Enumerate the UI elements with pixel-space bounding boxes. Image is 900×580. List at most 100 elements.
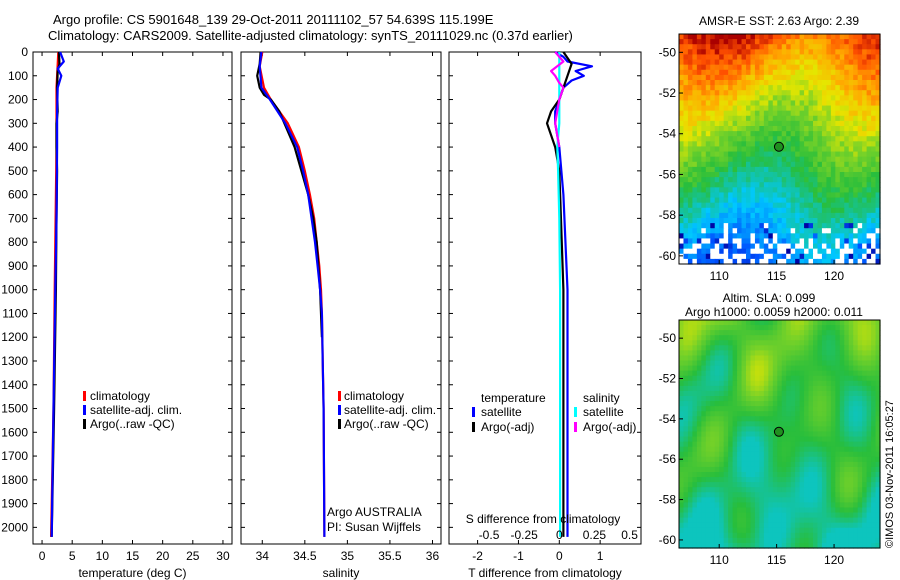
map-cell bbox=[683, 537, 689, 544]
map-cell bbox=[687, 401, 693, 407]
map-cell bbox=[746, 396, 752, 402]
map-cell bbox=[746, 85, 752, 91]
map-cell bbox=[862, 487, 868, 493]
map-cell bbox=[853, 80, 859, 86]
map-cell bbox=[741, 370, 747, 377]
map-cell bbox=[728, 456, 734, 463]
map-cell bbox=[763, 248, 769, 255]
map-cell bbox=[866, 340, 872, 346]
map-cell bbox=[750, 320, 756, 326]
map-cell bbox=[804, 325, 810, 331]
map-cell bbox=[692, 461, 698, 468]
map-cell bbox=[696, 320, 702, 326]
map-cell bbox=[844, 115, 850, 122]
map-cell bbox=[844, 335, 850, 341]
map-cell bbox=[714, 90, 720, 96]
map-cell bbox=[821, 187, 827, 194]
map-cell bbox=[826, 532, 832, 539]
map-cell bbox=[679, 355, 685, 362]
map-cell bbox=[826, 542, 832, 549]
map-cell bbox=[866, 477, 872, 483]
map-cell bbox=[746, 426, 752, 433]
map-cell bbox=[679, 385, 685, 392]
map-cell bbox=[826, 136, 832, 142]
map-cell bbox=[866, 34, 872, 40]
map-cell bbox=[741, 477, 747, 483]
map-cell bbox=[808, 492, 814, 498]
map-cell bbox=[808, 350, 814, 357]
map-cell bbox=[835, 340, 841, 346]
map-cell bbox=[768, 436, 774, 443]
map-cell bbox=[821, 522, 827, 529]
map-cell bbox=[772, 416, 778, 422]
map-cell bbox=[732, 39, 738, 45]
map-cell bbox=[696, 426, 702, 433]
map-cell bbox=[866, 466, 872, 473]
map-cell bbox=[871, 466, 877, 473]
map-cell bbox=[781, 401, 787, 407]
map-cell bbox=[871, 100, 877, 107]
map-cell bbox=[786, 451, 792, 458]
x-tick-label: -1 bbox=[513, 549, 524, 563]
map-cell bbox=[701, 335, 707, 341]
map-cell bbox=[808, 146, 814, 153]
map-cell bbox=[866, 223, 872, 229]
map-cell bbox=[714, 238, 720, 245]
map-cell bbox=[750, 69, 756, 76]
map-cell bbox=[759, 202, 765, 209]
map-cell bbox=[844, 512, 850, 519]
map-cell bbox=[732, 512, 738, 519]
map-cell bbox=[683, 456, 689, 463]
map-cell bbox=[817, 507, 823, 514]
map-cell bbox=[763, 85, 769, 91]
map-cell bbox=[750, 421, 756, 427]
map-cell bbox=[857, 340, 863, 346]
map-cell bbox=[799, 497, 805, 503]
map-cell bbox=[844, 431, 850, 438]
map-cell bbox=[786, 248, 792, 255]
map-cell bbox=[875, 141, 881, 148]
map-cell bbox=[817, 537, 823, 544]
map-cell bbox=[862, 502, 868, 509]
map-cell bbox=[737, 482, 743, 488]
map-cell bbox=[830, 517, 836, 524]
map-cell bbox=[687, 126, 693, 132]
map-cell bbox=[777, 258, 783, 265]
map-cell bbox=[830, 85, 836, 91]
map-cell bbox=[705, 380, 711, 387]
map-cell bbox=[777, 238, 783, 245]
map-cell bbox=[866, 172, 872, 178]
map-cell bbox=[741, 320, 747, 326]
map-cell bbox=[781, 136, 787, 142]
legend-label: satellite bbox=[481, 405, 522, 419]
map-cell bbox=[763, 507, 769, 514]
map-cell bbox=[790, 64, 796, 71]
map-cell bbox=[862, 80, 868, 86]
map-cell bbox=[862, 401, 868, 407]
map-cell bbox=[768, 365, 774, 372]
map-cell bbox=[844, 248, 850, 255]
map-cell bbox=[763, 340, 769, 346]
map-cell bbox=[763, 487, 769, 493]
map-cell bbox=[754, 360, 760, 367]
map-cell bbox=[826, 146, 832, 153]
map-cell bbox=[826, 396, 832, 402]
map-cell bbox=[750, 187, 756, 194]
map-cell bbox=[719, 325, 725, 331]
map-cell bbox=[701, 456, 707, 463]
map-cell bbox=[875, 451, 881, 458]
map-cell bbox=[746, 421, 752, 427]
map-cell bbox=[728, 218, 734, 224]
map-cell bbox=[687, 522, 693, 529]
map-cell bbox=[839, 497, 845, 503]
map-cell bbox=[737, 492, 743, 498]
map-cell bbox=[835, 197, 841, 204]
map-cell bbox=[839, 375, 845, 382]
map-cell bbox=[723, 212, 729, 219]
map-cell bbox=[817, 426, 823, 433]
map-cell bbox=[750, 100, 756, 107]
map-cell bbox=[741, 39, 747, 45]
map-cell bbox=[687, 345, 693, 351]
map-cell bbox=[790, 456, 796, 463]
map-cell bbox=[687, 396, 693, 402]
